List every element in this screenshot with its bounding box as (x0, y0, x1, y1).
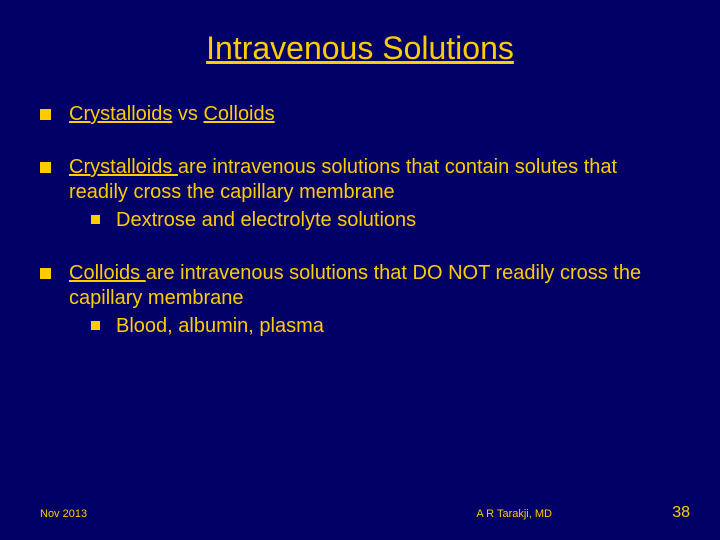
slide-title: Intravenous Solutions (40, 30, 680, 67)
square-bullet-icon (40, 109, 51, 120)
text-run: Crystalloids (69, 156, 178, 178)
footer-author: A R Tarakji, MD (356, 508, 672, 520)
slide-number: 38 (672, 504, 690, 522)
bullet-item: Crystalloids are intravenous solutions t… (40, 155, 680, 233)
bullet-text: Colloids are intravenous solutions that … (69, 261, 680, 339)
sub-bullet-item: Blood, albumin, plasma (91, 314, 680, 339)
bullet-item: Crystalloids vs Colloids (40, 102, 680, 127)
square-bullet-icon (40, 268, 51, 279)
text-run: Dextrose and electrolyte solutions (116, 209, 416, 231)
slide-footer: Nov 2013 A R Tarakji, MD 38 (0, 504, 720, 522)
slide-body: Crystalloids vs Colloids Crystalloids ar… (40, 102, 680, 339)
bullet-item: Colloids are intravenous solutions that … (40, 261, 680, 339)
text-run: vs (172, 103, 203, 125)
footer-date: Nov 2013 (40, 508, 356, 520)
slide: Intravenous Solutions Crystalloids vs Co… (0, 0, 720, 540)
square-bullet-icon (40, 162, 51, 173)
text-run: Colloids (203, 103, 274, 125)
sub-bullet-text: Dextrose and electrolyte solutions (116, 208, 680, 233)
text-run: Colloids (69, 262, 146, 284)
sub-bullet-text: Blood, albumin, plasma (116, 314, 680, 339)
square-bullet-icon (91, 321, 100, 330)
text-run: are intravenous solutions that DO NOT re… (69, 262, 641, 309)
bullet-text: Crystalloids are intravenous solutions t… (69, 155, 680, 233)
bullet-text: Crystalloids vs Colloids (69, 102, 680, 127)
text-run: Blood, albumin, plasma (116, 315, 324, 337)
text-run: Crystalloids (69, 103, 172, 125)
sub-bullet-item: Dextrose and electrolyte solutions (91, 208, 680, 233)
square-bullet-icon (91, 215, 100, 224)
